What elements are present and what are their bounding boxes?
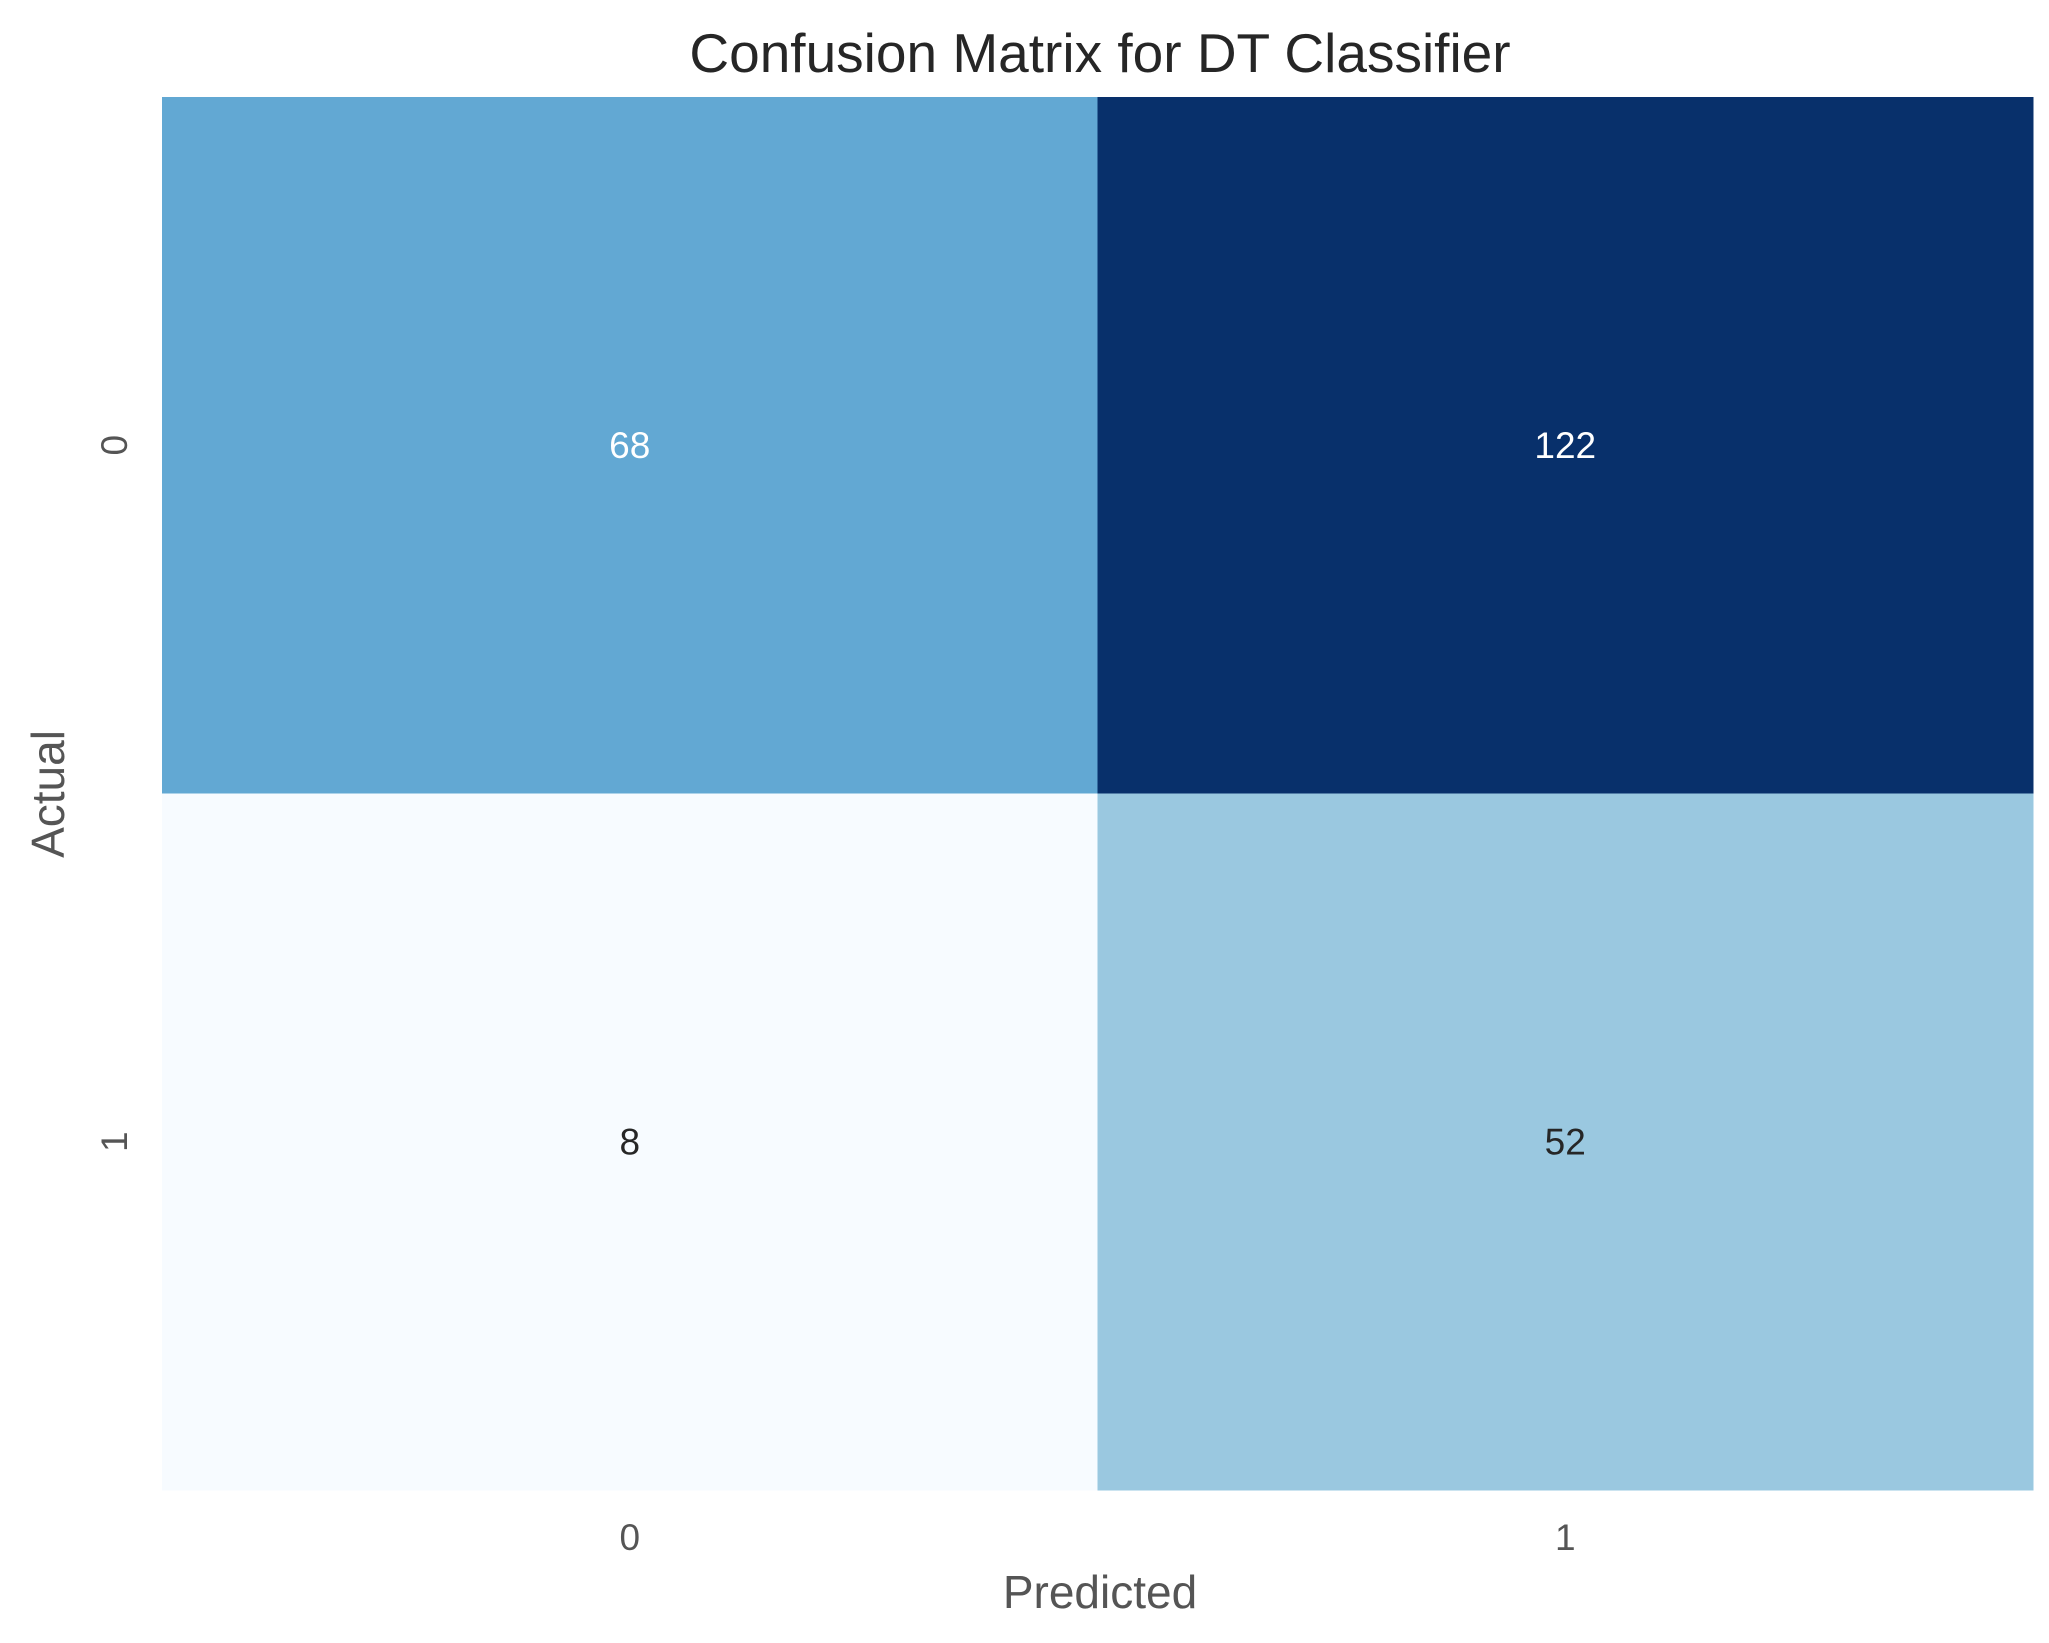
x-tick-label-0: 0 (619, 1517, 640, 1558)
y-tick-label-1: 1 (94, 1131, 135, 1152)
y-tick-label-0: 0 (94, 435, 135, 456)
heatmap-cell-r0-c0 (162, 97, 1098, 794)
heatmap-cell-r1-c1 (1097, 793, 2034, 1491)
y-axis-label: Actual (22, 730, 74, 858)
x-tick-label-1: 1 (1555, 1517, 1576, 1558)
heatmap-cell-r0-c1 (1097, 97, 2034, 794)
x-axis-label: Predicted (1003, 1566, 1197, 1618)
cell-value-r0-c0: 68 (609, 425, 650, 466)
heatmap-cells (162, 97, 2034, 1491)
cell-value-r1-c1: 52 (1545, 1121, 1586, 1162)
heatmap-cell-r1-c0 (162, 793, 1098, 1491)
heatmap-cell-labels: 68 122 8 52 (609, 425, 1596, 1163)
y-axis-ticks: 01 (94, 435, 135, 1152)
cell-value-r1-c0: 8 (619, 1121, 640, 1162)
cell-value-r0-c1: 122 (1534, 425, 1596, 466)
chart-title: Confusion Matrix for DT Classifier (689, 22, 1510, 84)
